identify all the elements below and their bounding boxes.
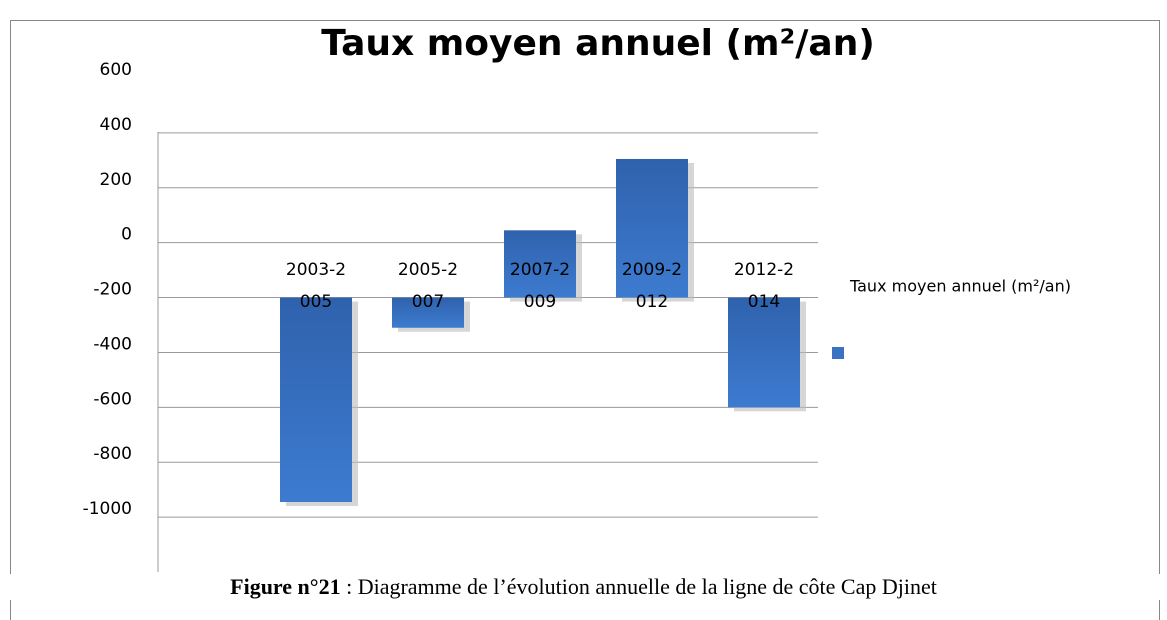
bar: [504, 230, 576, 298]
y-tick-label: 0: [121, 225, 132, 245]
chart: Taux moyen annuel (m²/an) 600 400 200 0 -200…: [83, 22, 1071, 572]
x-tick-label: 2007-2009: [509, 260, 571, 312]
chart-frame: [10, 20, 1160, 620]
x-tick-label: 2003-2005: [285, 260, 347, 312]
x-tick-label: 2005-2007: [397, 260, 459, 312]
x-tick-label: 2009-2012: [621, 260, 683, 312]
bar: [616, 158, 688, 298]
caption: Figure n°21 : Diagramme de l’évolution a…: [0, 574, 1167, 600]
y-tick-label: -600: [93, 389, 132, 409]
y-tick-label: 400: [100, 115, 132, 135]
caption-text: : Diagramme de l’évolution annuelle de l…: [340, 574, 937, 599]
y-tick-label: -1000: [83, 499, 132, 519]
bar: [280, 297, 352, 503]
page: Taux moyen annuel (m²/an) 600 400 200 0 -200…: [0, 20, 1167, 620]
legend-swatch: [832, 347, 844, 359]
bar: [392, 297, 464, 328]
x-tick-label: 2012-2014: [733, 260, 795, 312]
y-tick-label: 200: [100, 170, 132, 190]
y-tick-label: -400: [93, 334, 132, 354]
y-tick-label: -200: [93, 280, 132, 300]
caption-label: Figure n°21: [230, 574, 341, 599]
title-bg: [330, 22, 870, 68]
y-tick-label: 600: [100, 60, 132, 80]
bar: [728, 297, 800, 408]
chart-title: Taux moyen annuel (m²/an): [321, 23, 875, 64]
y-tick-label: -800: [93, 444, 132, 464]
legend-label: Taux moyen annuel (m²/an): [849, 277, 1071, 296]
